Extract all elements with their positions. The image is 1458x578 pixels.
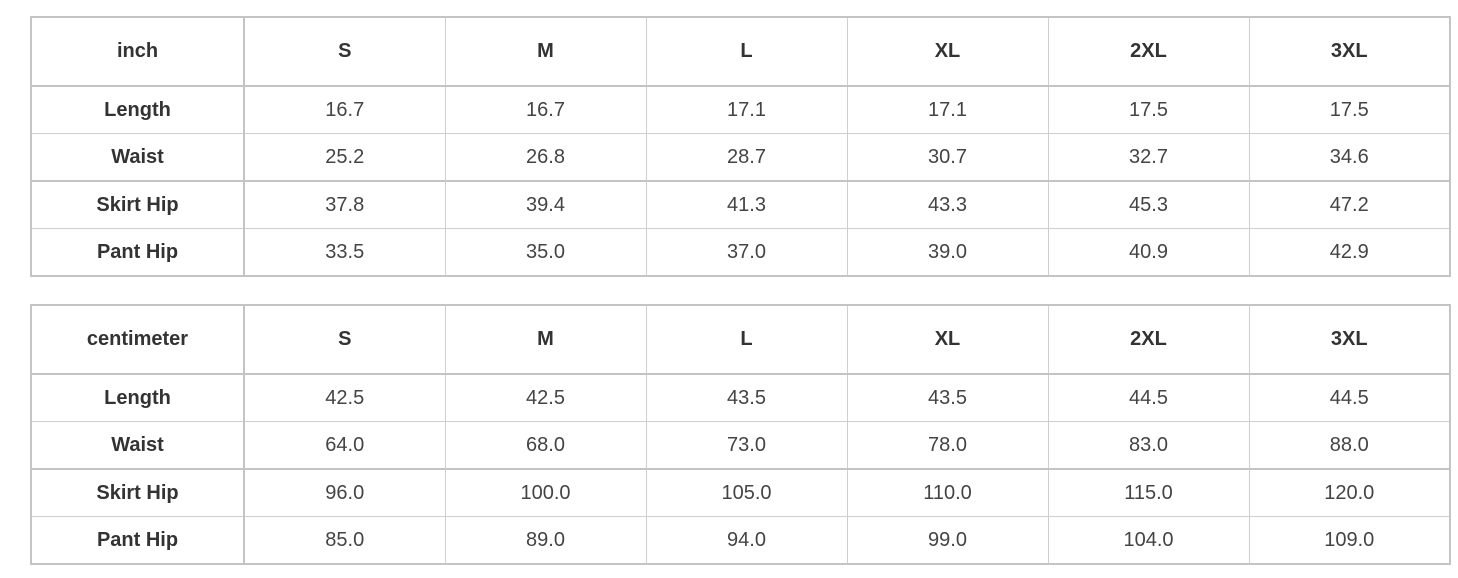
table-cell: 78.0: [846, 421, 1049, 470]
table-cell: 120.0: [1248, 468, 1451, 517]
unit-header: centimeter: [30, 304, 245, 375]
table-cell: 43.5: [645, 373, 848, 422]
table-cell: 43.3: [846, 180, 1049, 229]
table-row: Pant Hip 33.5 35.0 37.0 39.0 40.9 42.9: [30, 228, 1451, 277]
row-label: Pant Hip: [30, 516, 245, 565]
table-row: Skirt Hip 96.0 100.0 105.0 110.0 115.0 1…: [30, 468, 1451, 517]
size-header: 2XL: [1047, 304, 1250, 375]
row-label: Skirt Hip: [30, 180, 245, 229]
row-label: Waist: [30, 421, 245, 470]
cm-size-table: centimeter S M L XL 2XL 3XL Length 42.5 …: [30, 304, 1451, 565]
inch-size-table: inch S M L XL 2XL 3XL Length 16.7 16.7 1…: [30, 16, 1451, 277]
table-cell: 16.7: [243, 85, 446, 134]
table-cell: 100.0: [444, 468, 647, 517]
table-cell: 42.5: [243, 373, 446, 422]
table-cell: 37.8: [243, 180, 446, 229]
unit-header: inch: [30, 16, 245, 87]
table-cell: 85.0: [243, 516, 446, 565]
size-header: L: [645, 304, 848, 375]
table-cell: 34.6: [1248, 133, 1451, 182]
table-cell: 40.9: [1047, 228, 1250, 277]
table-cell: 17.5: [1248, 85, 1451, 134]
table-cell: 96.0: [243, 468, 446, 517]
table-cell: 39.0: [846, 228, 1049, 277]
cm-size-table-wrap: centimeter S M L XL 2XL 3XL Length 42.5 …: [30, 304, 1451, 565]
table-header-row: inch S M L XL 2XL 3XL: [30, 16, 1451, 87]
table-row: Skirt Hip 37.8 39.4 41.3 43.3 45.3 47.2: [30, 180, 1451, 229]
table-cell: 73.0: [645, 421, 848, 470]
table-cell: 99.0: [846, 516, 1049, 565]
table-cell: 110.0: [846, 468, 1049, 517]
size-header: XL: [846, 16, 1049, 87]
size-header: 2XL: [1047, 16, 1250, 87]
table-cell: 88.0: [1248, 421, 1451, 470]
table-cell: 17.5: [1047, 85, 1250, 134]
size-header: M: [444, 16, 647, 87]
inch-size-table-wrap: inch S M L XL 2XL 3XL Length 16.7 16.7 1…: [30, 16, 1451, 277]
size-header: L: [645, 16, 848, 87]
table-cell: 83.0: [1047, 421, 1250, 470]
table-cell: 44.5: [1047, 373, 1250, 422]
table-cell: 16.7: [444, 85, 647, 134]
row-label: Pant Hip: [30, 228, 245, 277]
table-row: Waist 25.2 26.8 28.7 30.7 32.7 34.6: [30, 133, 1451, 182]
size-header: XL: [846, 304, 1049, 375]
table-cell: 109.0: [1248, 516, 1451, 565]
table-cell: 28.7: [645, 133, 848, 182]
table-header-row: centimeter S M L XL 2XL 3XL: [30, 304, 1451, 375]
table-cell: 30.7: [846, 133, 1049, 182]
table-cell: 33.5: [243, 228, 446, 277]
table-row: Pant Hip 85.0 89.0 94.0 99.0 104.0 109.0: [30, 516, 1451, 565]
table-cell: 64.0: [243, 421, 446, 470]
table-row: Waist 64.0 68.0 73.0 78.0 83.0 88.0: [30, 421, 1451, 470]
table-cell: 47.2: [1248, 180, 1451, 229]
size-header: M: [444, 304, 647, 375]
table-cell: 35.0: [444, 228, 647, 277]
size-header: S: [243, 304, 446, 375]
row-label: Length: [30, 373, 245, 422]
table-cell: 32.7: [1047, 133, 1250, 182]
row-label: Skirt Hip: [30, 468, 245, 517]
table-cell: 37.0: [645, 228, 848, 277]
table-cell: 25.2: [243, 133, 446, 182]
table-cell: 42.5: [444, 373, 647, 422]
table-cell: 26.8: [444, 133, 647, 182]
table-cell: 115.0: [1047, 468, 1250, 517]
table-cell: 17.1: [645, 85, 848, 134]
table-cell: 104.0: [1047, 516, 1250, 565]
table-cell: 39.4: [444, 180, 647, 229]
table-cell: 42.9: [1248, 228, 1451, 277]
size-header: 3XL: [1248, 16, 1451, 87]
table-cell: 41.3: [645, 180, 848, 229]
table-cell: 89.0: [444, 516, 647, 565]
row-label: Length: [30, 85, 245, 134]
table-row: Length 16.7 16.7 17.1 17.1 17.5 17.5: [30, 85, 1451, 134]
table-cell: 17.1: [846, 85, 1049, 134]
size-header: S: [243, 16, 446, 87]
table-row: Length 42.5 42.5 43.5 43.5 44.5 44.5: [30, 373, 1451, 422]
table-cell: 105.0: [645, 468, 848, 517]
size-header: 3XL: [1248, 304, 1451, 375]
table-cell: 94.0: [645, 516, 848, 565]
table-cell: 45.3: [1047, 180, 1250, 229]
table-cell: 43.5: [846, 373, 1049, 422]
row-label: Waist: [30, 133, 245, 182]
table-cell: 68.0: [444, 421, 647, 470]
table-cell: 44.5: [1248, 373, 1451, 422]
